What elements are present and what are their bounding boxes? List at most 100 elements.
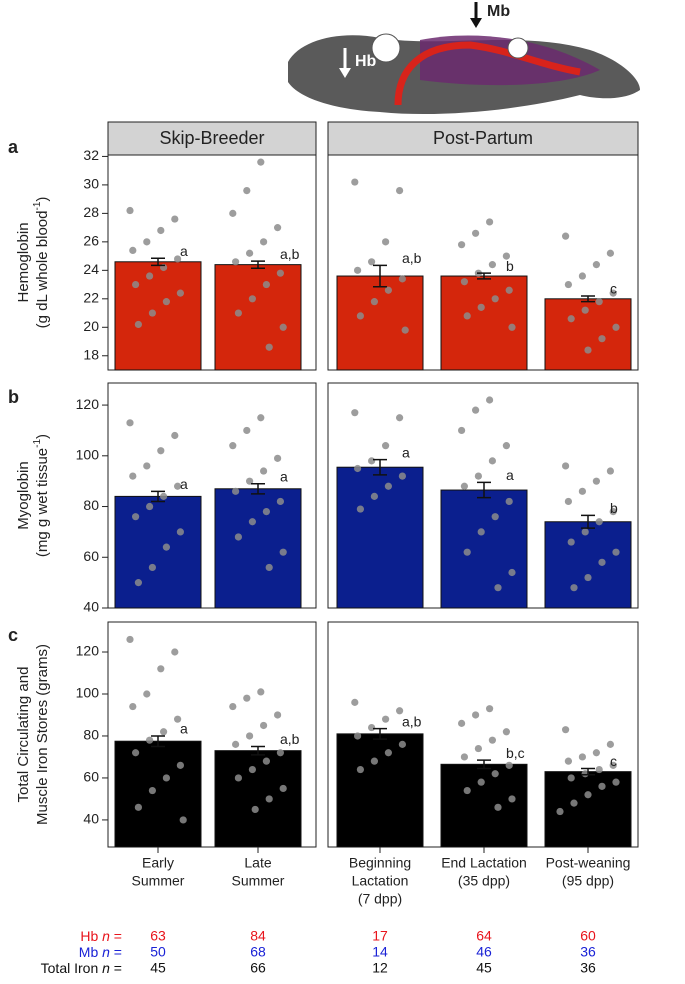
data-point xyxy=(265,795,273,803)
bar xyxy=(214,488,302,609)
error-bar xyxy=(251,260,265,269)
y-label-segment: -1 xyxy=(32,439,43,448)
data-point xyxy=(129,702,137,711)
x-tick-label: Summer xyxy=(232,873,285,889)
data-point xyxy=(368,457,376,465)
y-tick-label: 80 xyxy=(83,727,99,743)
mb-arrowhead xyxy=(470,18,482,28)
data-point xyxy=(502,442,510,450)
data-point xyxy=(488,261,496,269)
x-tick-label: (95 dpp) xyxy=(562,873,614,889)
data-point xyxy=(508,323,516,331)
data-point xyxy=(260,721,268,730)
y-tick-label: 120 xyxy=(76,643,100,659)
data-point xyxy=(160,728,168,736)
vessel xyxy=(394,41,581,106)
data-point xyxy=(595,298,603,306)
data-point xyxy=(157,447,165,455)
data-point xyxy=(162,543,170,551)
n-value: 63 xyxy=(150,928,166,944)
data-point xyxy=(262,508,270,516)
error-bar xyxy=(581,295,595,303)
data-point xyxy=(606,467,615,475)
data-point xyxy=(494,584,502,592)
data-point xyxy=(234,309,242,317)
data-point xyxy=(248,295,256,303)
y-tick-label: 100 xyxy=(76,447,100,463)
data-point xyxy=(276,749,284,757)
data-point xyxy=(486,705,494,713)
y-axis-label: Hemoglobin (g dL whole blood-1) xyxy=(15,197,51,329)
data-point xyxy=(598,335,606,343)
hb-arrowhead xyxy=(339,68,351,78)
data-point xyxy=(592,749,601,757)
significance-letter: a xyxy=(402,444,410,460)
data-point xyxy=(581,306,589,314)
x-tick-label: Post-weaning xyxy=(546,855,631,871)
data-point xyxy=(143,238,151,246)
data-point xyxy=(232,487,240,495)
hb-label: Hb xyxy=(355,53,377,70)
data-point xyxy=(491,513,499,521)
data-point xyxy=(460,278,468,286)
data-point xyxy=(157,226,165,235)
y-label-segment: (mg g wet tissue xyxy=(34,448,51,557)
x-tick-label: Lactation xyxy=(352,873,409,889)
data-point xyxy=(562,232,570,240)
data-point xyxy=(477,778,485,786)
data-point xyxy=(148,309,156,317)
data-point xyxy=(458,426,466,435)
n-value: 17 xyxy=(372,928,388,944)
y-label-line: Total Circulating and xyxy=(15,667,32,803)
data-point xyxy=(176,289,184,297)
data-point xyxy=(134,803,142,811)
data-point xyxy=(592,261,601,269)
data-point xyxy=(578,487,587,495)
n-label-part: = xyxy=(110,960,122,976)
y-label-segment: ) xyxy=(34,197,51,202)
data-point xyxy=(262,757,270,765)
x-tick-label: Early xyxy=(142,855,174,871)
bar xyxy=(114,495,202,609)
bar xyxy=(214,264,302,371)
data-point xyxy=(463,312,471,320)
error-bar xyxy=(477,759,491,770)
data-point xyxy=(243,186,251,195)
n-value: 12 xyxy=(372,960,388,976)
data-point xyxy=(370,757,378,765)
n-label-part: = xyxy=(110,928,122,944)
error-bar xyxy=(373,264,387,288)
data-point xyxy=(229,442,237,450)
data-point xyxy=(279,784,287,793)
n-value: 36 xyxy=(580,944,596,960)
data-point xyxy=(477,303,485,311)
data-point xyxy=(578,272,587,280)
data-point xyxy=(143,690,151,698)
significance-letter: a xyxy=(180,243,188,259)
data-point xyxy=(505,286,513,294)
y-label-line: (mg g wet tissue-1) xyxy=(32,434,51,557)
data-point xyxy=(370,298,378,306)
data-point xyxy=(232,740,240,748)
data-point xyxy=(477,528,485,536)
data-point xyxy=(351,409,359,417)
data-point xyxy=(612,778,620,786)
data-point xyxy=(606,249,615,257)
data-point xyxy=(229,702,237,711)
y-tick-label: 32 xyxy=(83,147,99,163)
data-point xyxy=(595,518,603,526)
bar xyxy=(440,763,528,848)
data-point xyxy=(176,528,184,536)
data-point xyxy=(276,269,284,277)
data-point xyxy=(176,761,184,769)
data-point xyxy=(491,770,499,778)
n-value: 60 xyxy=(580,928,596,944)
bar xyxy=(114,261,202,371)
data-point xyxy=(562,726,570,734)
data-point xyxy=(488,457,496,465)
data-point xyxy=(129,472,137,480)
data-point xyxy=(584,573,592,582)
panel-letter: b xyxy=(8,387,19,407)
data-point xyxy=(486,218,494,226)
